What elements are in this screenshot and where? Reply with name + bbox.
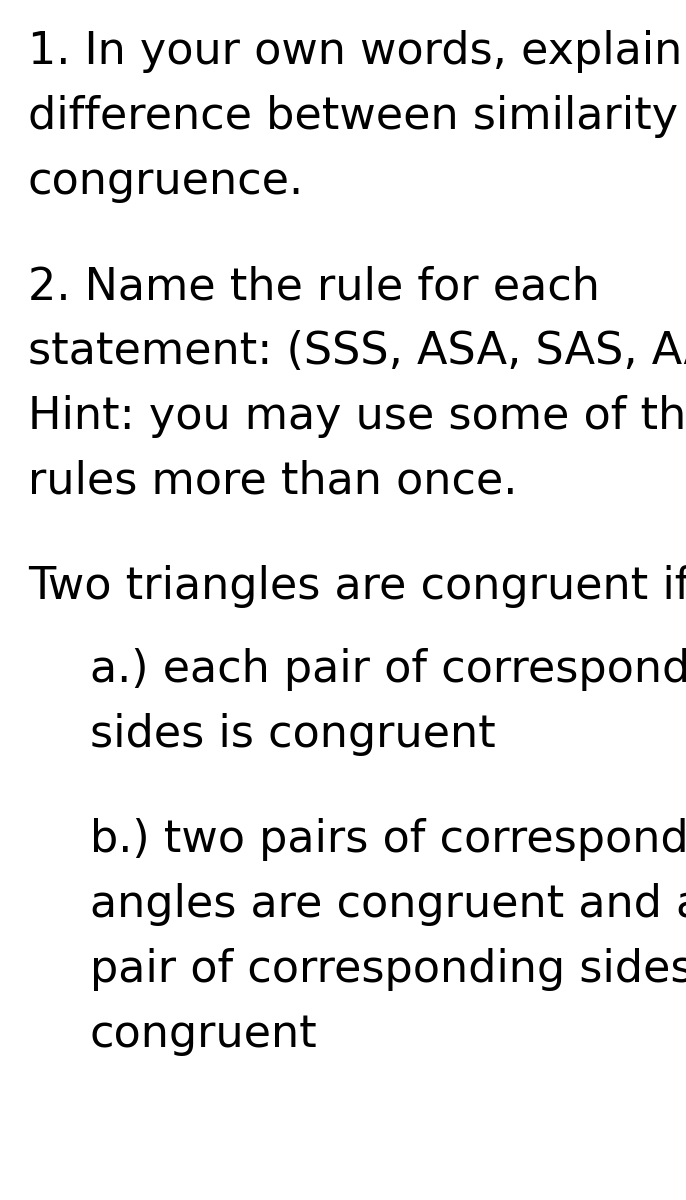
Text: congruent: congruent (90, 1013, 318, 1056)
Text: rules more than once.: rules more than once. (28, 460, 517, 503)
Text: b.) two pairs of corresponding: b.) two pairs of corresponding (90, 818, 686, 862)
Text: angles are congruent and a: angles are congruent and a (90, 883, 686, 926)
Text: sides is congruent: sides is congruent (90, 713, 496, 756)
Text: 2. Name the rule for each: 2. Name the rule for each (28, 265, 600, 308)
Text: statement: (SSS, ASA, SAS, AAS): statement: (SSS, ASA, SAS, AAS) (28, 330, 686, 373)
Text: 1. In your own words, explain the: 1. In your own words, explain the (28, 30, 686, 73)
Text: Two triangles are congruent if:: Two triangles are congruent if: (28, 565, 686, 608)
Text: Hint: you may use some of the: Hint: you may use some of the (28, 395, 686, 438)
Text: a.) each pair of corresponding: a.) each pair of corresponding (90, 648, 686, 691)
Text: congruence.: congruence. (28, 160, 304, 203)
Text: pair of corresponding sides are: pair of corresponding sides are (90, 948, 686, 991)
Text: difference between similarity and: difference between similarity and (28, 95, 686, 138)
